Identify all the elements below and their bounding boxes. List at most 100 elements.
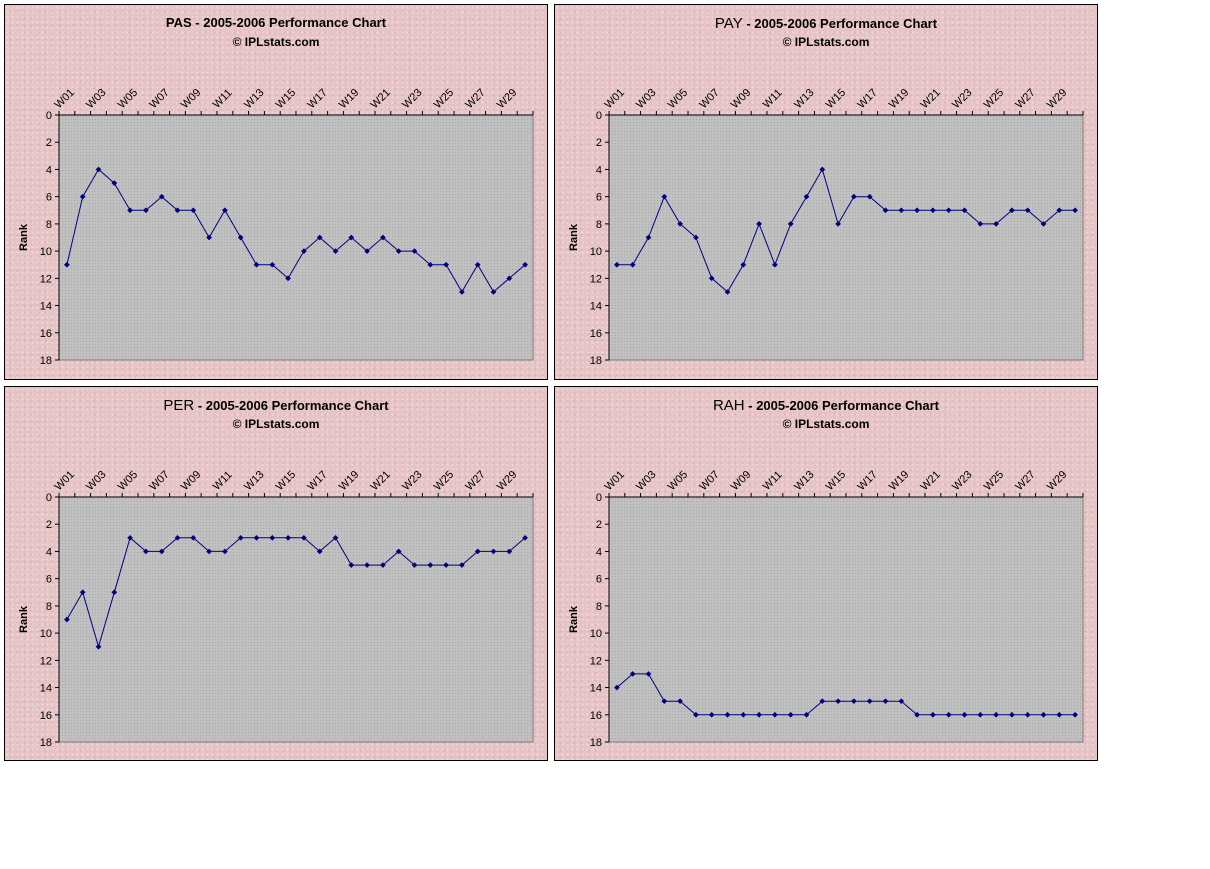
x-tick-label: W09 [179,87,203,111]
data-point [929,711,936,718]
data-point [174,534,181,541]
data-point [395,248,402,255]
x-tick-label: W01 [53,87,77,111]
plot-area [58,114,534,361]
data-point [1040,711,1047,718]
data-point [661,698,668,705]
data-point [1024,207,1031,214]
y-tick-label: 6 [46,192,52,204]
y-tick-label: 2 [596,137,602,149]
data-point [1072,711,1079,718]
data-point [756,220,763,227]
data-point [269,261,276,268]
data-point [898,207,905,214]
y-axis-label: Rank [568,605,580,633]
y-tick-label: 10 [590,628,602,640]
chart-title-suffix: - 2005-2006 Performance Chart [744,398,940,413]
data-point [364,248,371,255]
y-tick-label: 14 [40,683,52,695]
x-tick-label: W21 [919,469,943,493]
x-tick-label: W11 [211,469,235,493]
y-tick-label: 0 [46,492,52,504]
x-tick-label: W05 [666,469,690,493]
data-point [285,275,292,282]
data-point [111,180,118,187]
data-point [443,562,450,569]
data-point [127,534,134,541]
y-tick-label: 12 [40,273,52,285]
x-tick-label: W17 [305,469,329,493]
data-point [850,193,857,200]
y-tick-label: 12 [590,273,602,285]
data-point [803,711,810,718]
y-tick-label: 18 [40,355,52,367]
data-point [490,548,497,555]
data-point [458,288,465,295]
data-point [63,261,70,268]
y-tick-label: 4 [46,546,52,558]
y-tick-label: 4 [46,164,52,176]
data-point [443,261,450,268]
x-tick-label: W03 [84,469,108,493]
y-axis-label: Rank [568,223,580,251]
data-point [914,711,921,718]
y-tick-label: 14 [40,301,52,313]
data-point [866,698,873,705]
x-tick-label: W05 [116,87,140,111]
y-tick-label: 14 [590,683,602,695]
x-tick-label: W23 [400,87,424,111]
data-point [740,261,747,268]
data-point [819,698,826,705]
chart-svg-rah: 0 2 4 6 8 10 12 14 16 18 Rank W01 W03 W05 W07 W09 W11 W13… [568,469,1084,749]
y-tick-label: 12 [590,655,602,667]
x-tick-label: W23 [950,469,974,493]
x-tick-label: W17 [855,469,879,493]
y-tick-label: 8 [596,601,602,613]
data-point [740,711,747,718]
chart-panel-rah: RAH - 2005-2006 Performance Chart © IPLs… [554,386,1098,761]
data-point [708,711,715,718]
data-point [945,711,952,718]
chart-title: PAY - 2005-2006 Performance Chart [555,15,1097,32]
y-tick-label: 4 [596,546,602,558]
y-tick-label: 6 [596,192,602,204]
x-tick-label: W13 [242,469,266,493]
data-point [756,711,763,718]
x-tick-label: W25 [982,469,1006,493]
y-axis-label: Rank [18,223,30,251]
data-point [490,288,497,295]
data-point [79,193,86,200]
data-point [142,548,149,555]
chart-title-suffix: - 2005-2006 Performance Chart [191,15,387,30]
data-point [142,207,149,214]
data-point [221,548,228,555]
plot-area [58,496,534,743]
data-point [803,193,810,200]
data-point [945,207,952,214]
data-point [1024,711,1031,718]
x-tick-label: W01 [53,469,77,493]
data-point [645,234,652,241]
x-tick-label: W19 [337,469,361,493]
x-tick-label: W03 [634,87,658,111]
chart-panel-per: PER - 2005-2006 Performance Chart © IPLs… [4,386,548,761]
x-tick-label: W15 [824,87,848,111]
data-point [787,220,794,227]
data-point [237,234,244,241]
x-tick-label: W05 [116,469,140,493]
data-point [692,234,699,241]
data-point [95,166,102,173]
chart-panel-pas: PAS - 2005-2006 Performance Chart © IPLs… [4,4,548,380]
chart-title: PER - 2005-2006 Performance Chart [5,397,547,414]
data-point [348,234,355,241]
data-point [316,234,323,241]
x-tick-label: W29 [1045,469,1069,493]
chart-subtitle: © IPLstats.com [232,417,320,431]
data-point [190,534,197,541]
data-point [771,261,778,268]
y-tick-label: 8 [46,219,52,231]
x-tick-label: W23 [400,469,424,493]
chart-title: RAH - 2005-2006 Performance Chart [555,397,1097,414]
data-point [929,207,936,214]
data-point [395,548,402,555]
